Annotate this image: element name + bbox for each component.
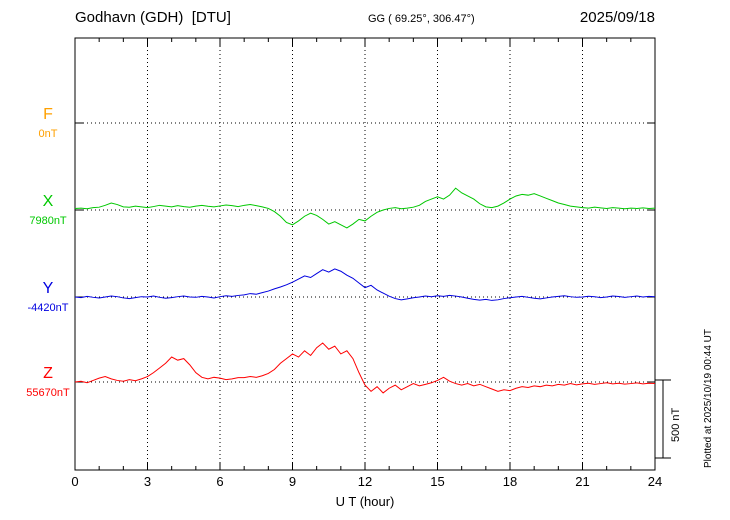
scale-bar-label: 500 nT <box>670 407 682 442</box>
x-tick-label: 12 <box>357 474 373 489</box>
component-baseline-z: 55670nT <box>26 387 70 399</box>
x-tick-label: 18 <box>502 474 518 489</box>
component-label-f: F <box>43 106 53 123</box>
x-tick-label: 9 <box>288 474 297 489</box>
trace-x <box>74 187 656 229</box>
x-tick-label: 3 <box>143 474 152 489</box>
plotted-at-note: Plotted at 2025/10/19 00:44 UT <box>703 329 714 468</box>
component-baseline-f: 0nT <box>38 128 58 140</box>
x-tick-label: 21 <box>575 474 590 489</box>
component-label-x: X <box>42 193 54 210</box>
x-tick-label: 15 <box>430 474 445 489</box>
station-title: Godhavn (GDH) [DTU] <box>75 9 231 26</box>
geographic-coordinates: GG ( 69.25°, 306.47°) <box>368 13 475 25</box>
component-baseline-y: -4420nT <box>27 302 69 314</box>
x-tick-label: 24 <box>647 474 663 489</box>
x-tick-label: 6 <box>216 474 224 489</box>
trace-z <box>74 342 656 394</box>
trace-y <box>74 268 656 301</box>
x-axis-title: U T (hour) <box>335 494 395 509</box>
x-tick-label: 0 <box>71 474 79 489</box>
component-label-z: Z <box>43 365 53 382</box>
component-baseline-x: 7980nT <box>29 215 67 227</box>
component-label-y: Y <box>42 280 54 297</box>
observation-date: 2025/09/18 <box>579 9 655 26</box>
